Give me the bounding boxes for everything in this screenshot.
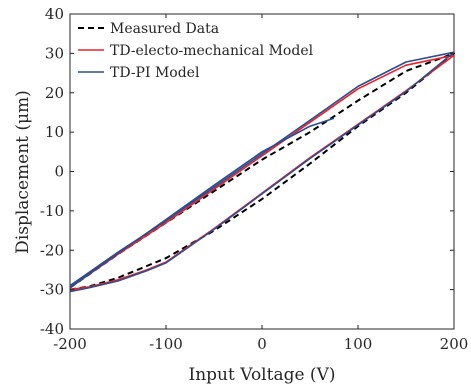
y-tick-label: -10 bbox=[40, 202, 64, 220]
y-tick-label: -30 bbox=[40, 281, 64, 299]
legend: Measured Data TD-electo-mechanical Model T… bbox=[78, 21, 314, 81]
legend-label-1: TD-electo-mechanical Model bbox=[110, 43, 314, 59]
x-tick-label: 200 bbox=[440, 335, 469, 353]
x-tick-label: -100 bbox=[149, 335, 183, 353]
series-line-0 bbox=[69, 52, 455, 291]
series-line-3 bbox=[69, 117, 335, 289]
x-tick-label: 0 bbox=[257, 335, 267, 353]
legend-label-0: Measured Data bbox=[110, 21, 219, 37]
plot-area bbox=[69, 13, 455, 330]
x-tick-label: 100 bbox=[344, 335, 373, 353]
y-axis-title: Displacement (μm) bbox=[13, 90, 33, 254]
x-tick-label: -200 bbox=[53, 335, 87, 353]
y-tick-label: -20 bbox=[40, 241, 64, 259]
y-tick-label: 40 bbox=[45, 5, 64, 23]
y-tick-label: 30 bbox=[45, 44, 64, 62]
series-line-2 bbox=[69, 51, 455, 293]
y-tick-label: 20 bbox=[45, 84, 64, 102]
y-tick-label: 0 bbox=[54, 163, 64, 181]
series-layer bbox=[69, 51, 455, 293]
legend-label-2: TD-PI Model bbox=[110, 65, 200, 81]
y-tick-label: 10 bbox=[45, 123, 64, 141]
x-axis-title: Input Voltage (V) bbox=[189, 365, 336, 385]
y-tick-label: -40 bbox=[40, 320, 64, 338]
